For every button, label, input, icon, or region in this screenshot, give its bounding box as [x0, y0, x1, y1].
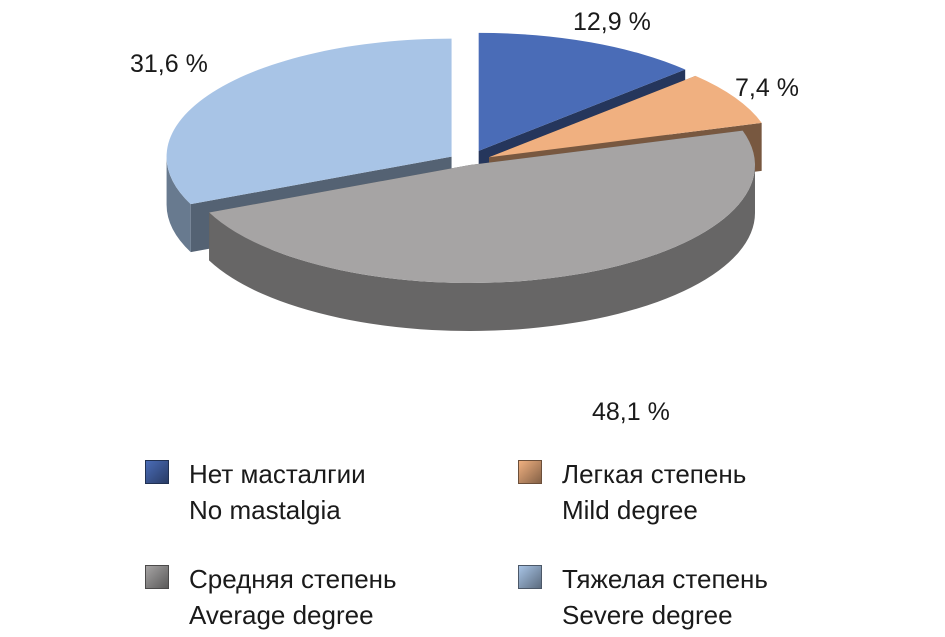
pie-slice-wall-severe: [166, 156, 191, 253]
slice-label-no-mastalgia: 12,9 %: [573, 8, 651, 36]
slice-label-average: 48,1 %: [592, 398, 670, 426]
pie-slice-average: [209, 130, 756, 332]
pie-slice-wall-average: [209, 165, 756, 332]
pie-slice-top-severe: [166, 38, 452, 205]
slice-label-mild: 7,4 %: [735, 74, 799, 102]
pie-slice-top-mild: [489, 75, 762, 158]
pie-slice-top-average: [209, 130, 756, 283]
pie-slices: [166, 32, 762, 332]
slice-label-severe: 31,6 %: [130, 50, 208, 78]
pie-slice-top-no-mastalgia: [478, 32, 686, 151]
